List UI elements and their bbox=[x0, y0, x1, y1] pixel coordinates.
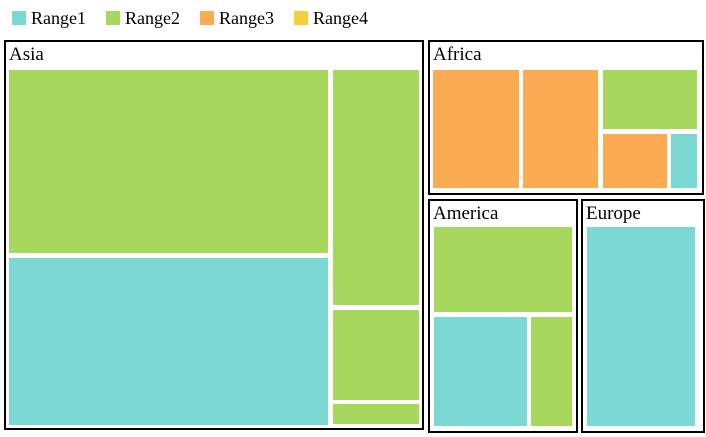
group-label-europe: Europe bbox=[586, 203, 641, 224]
group-america: America bbox=[428, 199, 578, 433]
legend-label-range2: Range2 bbox=[124, 8, 180, 28]
legend-swatch-range2-icon bbox=[105, 11, 120, 25]
group-label-asia: Asia bbox=[9, 44, 44, 65]
node-africa-5-range1[interactable] bbox=[671, 134, 697, 188]
legend-item-range4[interactable]: Range4 bbox=[293, 8, 368, 28]
legend: Range1 Range2 Range3 Range4 bbox=[12, 9, 368, 27]
node-asia-4-range2[interactable] bbox=[333, 310, 419, 400]
node-asia-2-range1[interactable] bbox=[9, 258, 328, 425]
node-europe-1-range1[interactable] bbox=[587, 227, 695, 426]
legend-label-range4: Range4 bbox=[312, 8, 368, 28]
legend-item-range2[interactable]: Range2 bbox=[105, 8, 180, 28]
node-africa-4-range3[interactable] bbox=[603, 134, 667, 188]
legend-swatch-range1-icon bbox=[12, 11, 26, 25]
node-america-2-range1[interactable] bbox=[434, 317, 527, 426]
node-asia-5-range2[interactable] bbox=[333, 404, 419, 424]
node-asia-1-range2[interactable] bbox=[9, 70, 328, 253]
group-africa: Africa bbox=[428, 40, 704, 195]
group-europe: Europe bbox=[581, 199, 705, 433]
node-africa-3-range2[interactable] bbox=[603, 70, 697, 129]
node-africa-2-range3[interactable] bbox=[523, 70, 598, 188]
legend-label-range3: Range3 bbox=[218, 8, 274, 28]
legend-swatch-range4-icon bbox=[293, 11, 308, 25]
legend-item-range1[interactable]: Range1 bbox=[12, 9, 86, 27]
node-asia-3-range2[interactable] bbox=[333, 70, 419, 305]
legend-item-range3[interactable]: Range3 bbox=[199, 8, 274, 28]
node-america-3-range2[interactable] bbox=[531, 317, 572, 426]
legend-swatch-range3-icon bbox=[199, 11, 214, 25]
node-africa-1-range3[interactable] bbox=[433, 70, 519, 188]
node-america-1-range2[interactable] bbox=[434, 227, 572, 312]
legend-label-range1: Range1 bbox=[31, 8, 86, 28]
group-label-america: America bbox=[433, 203, 499, 224]
group-asia: Asia bbox=[4, 40, 424, 430]
group-label-africa: Africa bbox=[433, 44, 482, 65]
